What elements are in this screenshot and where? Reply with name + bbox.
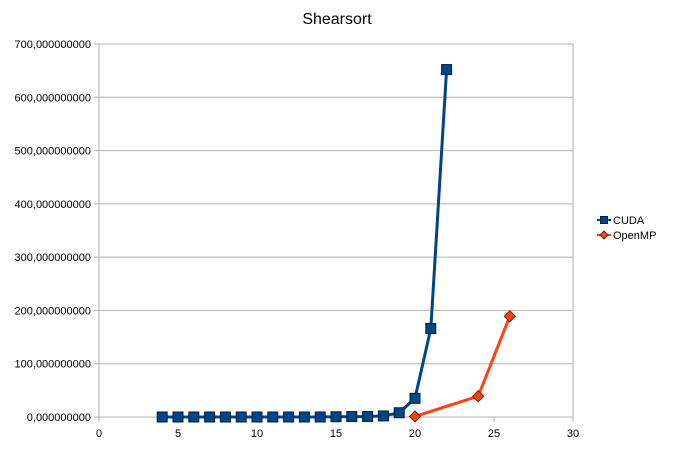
cuda-point xyxy=(346,411,358,423)
plot-area xyxy=(98,43,574,418)
x-tick-label: 5 xyxy=(175,428,181,440)
cuda-point xyxy=(377,410,389,422)
cuda-point xyxy=(298,411,310,423)
openmp-point xyxy=(471,390,485,403)
grid-lines xyxy=(94,43,573,418)
x-tick-label: 15 xyxy=(330,428,342,440)
cuda-point xyxy=(600,216,608,224)
x-tick-label: 10 xyxy=(251,428,263,440)
openmp-point xyxy=(408,410,422,423)
series-openmp xyxy=(408,310,517,423)
y-tick-label: 400,000000000 xyxy=(15,199,91,211)
y-tick-label: 700,000000000 xyxy=(15,39,91,51)
legend-item-cuda: CUDA xyxy=(597,215,645,227)
legend: CUDA OpenMP xyxy=(597,215,656,242)
cuda-point xyxy=(409,392,421,404)
x-tick-label: 25 xyxy=(488,428,500,440)
cuda-point xyxy=(172,411,184,423)
cuda-point xyxy=(188,411,200,423)
y-tick-label: 200,000000000 xyxy=(15,305,91,317)
cuda-point xyxy=(441,64,453,76)
x-tick-label: 30 xyxy=(567,428,579,440)
legend-label: OpenMP xyxy=(613,230,656,242)
cuda-point xyxy=(283,411,295,423)
cuda-point xyxy=(204,411,216,423)
series-layer xyxy=(156,64,517,423)
cuda-point xyxy=(235,411,247,423)
axis-ticks: 0,000000000100,000000000200,000000000300… xyxy=(15,39,580,440)
y-tick-label: 100,000000000 xyxy=(15,359,91,371)
cuda-point xyxy=(251,411,263,423)
y-tick-label: 500,000000000 xyxy=(15,146,91,158)
chart-title: Shearsort xyxy=(302,11,372,28)
cuda-point xyxy=(156,411,168,423)
x-tick-label: 20 xyxy=(409,428,421,440)
cuda-point xyxy=(330,411,342,423)
cuda-point xyxy=(425,323,437,335)
series-line xyxy=(162,69,449,419)
cuda-point xyxy=(393,407,405,419)
cuda-point xyxy=(314,411,326,423)
series-cuda xyxy=(156,64,453,423)
y-tick-label: 300,000000000 xyxy=(15,252,91,264)
y-tick-label: 0,000000000 xyxy=(27,412,91,424)
y-tick-label: 600,000000000 xyxy=(15,92,91,104)
legend-label: CUDA xyxy=(613,215,645,227)
cuda-point xyxy=(362,410,374,422)
openmp-point xyxy=(599,230,609,240)
cuda-point xyxy=(219,411,231,423)
x-tick-label: 0 xyxy=(96,428,102,440)
cuda-point xyxy=(267,411,279,423)
openmp-point xyxy=(503,310,517,323)
legend-item-openmp: OpenMP xyxy=(597,230,656,242)
